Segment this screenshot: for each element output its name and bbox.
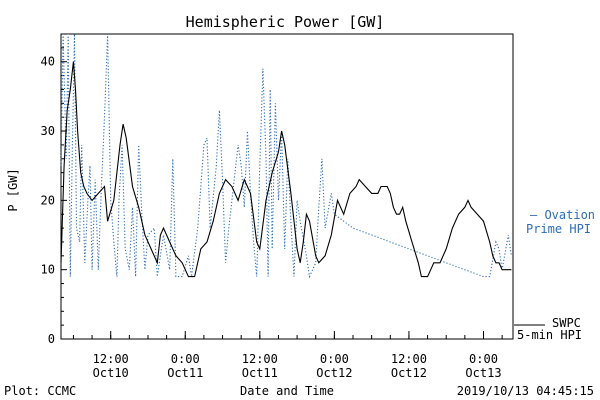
- series-swpc-5-min-hpi: [60, 61, 512, 278]
- x-tick-label-date-0: Oct10: [93, 366, 129, 380]
- plot-credit: Plot: CCMC: [4, 384, 76, 398]
- x-tick-label-date-3: Oct12: [316, 366, 352, 380]
- y-axis: 0 10 20 30 40: [41, 47, 67, 346]
- series-ovation-prime-hpi: [60, 33, 512, 279]
- y-tick-label-20: 20: [41, 193, 55, 207]
- x-tick-label-time-5: 0:00: [469, 352, 498, 366]
- y-axis-label: P [GW]: [6, 168, 20, 211]
- chart-title: Hemispheric Power [GW]: [186, 13, 385, 31]
- legend-swpc-label: SWPC: [552, 316, 581, 330]
- x-tick-label-time-2: 12:00: [242, 352, 278, 366]
- x-tick-label-time-3: 0:00: [320, 352, 349, 366]
- plot-area-frame: [60, 33, 514, 340]
- plot-timestamp: 2019/10/13 04:45:15: [457, 384, 594, 398]
- x-tick-label-date-2: Oct11: [242, 366, 278, 380]
- legend-ovation-label: — Ovation: [530, 208, 595, 222]
- legend: — Ovation Prime HPI SWPC 5-min HPI: [514, 208, 595, 342]
- x-axis-label: Date and Time: [240, 384, 334, 398]
- y-tick-label-0: 0: [48, 332, 55, 346]
- y-tick-label-10: 10: [41, 263, 55, 277]
- x-tick-label-time-0: 12:00: [93, 352, 129, 366]
- legend-ovation-label-2: Prime HPI: [526, 222, 591, 236]
- y-tick-label-30: 30: [41, 124, 55, 138]
- series-layer: [60, 33, 512, 279]
- legend-swpc-label-2: 5-min HPI: [517, 328, 582, 342]
- x-tick-label-date-1: Oct11: [167, 366, 203, 380]
- x-tick-label-time-1: 0:00: [171, 352, 200, 366]
- x-tick-label-time-4: 12:00: [391, 352, 427, 366]
- y-tick-label-40: 40: [41, 55, 55, 69]
- x-axis: 12:00Oct100:00Oct1112:00Oct110:00Oct1212…: [72, 331, 503, 380]
- x-tick-label-date-4: Oct12: [391, 366, 427, 380]
- x-tick-label-date-5: Oct13: [465, 366, 501, 380]
